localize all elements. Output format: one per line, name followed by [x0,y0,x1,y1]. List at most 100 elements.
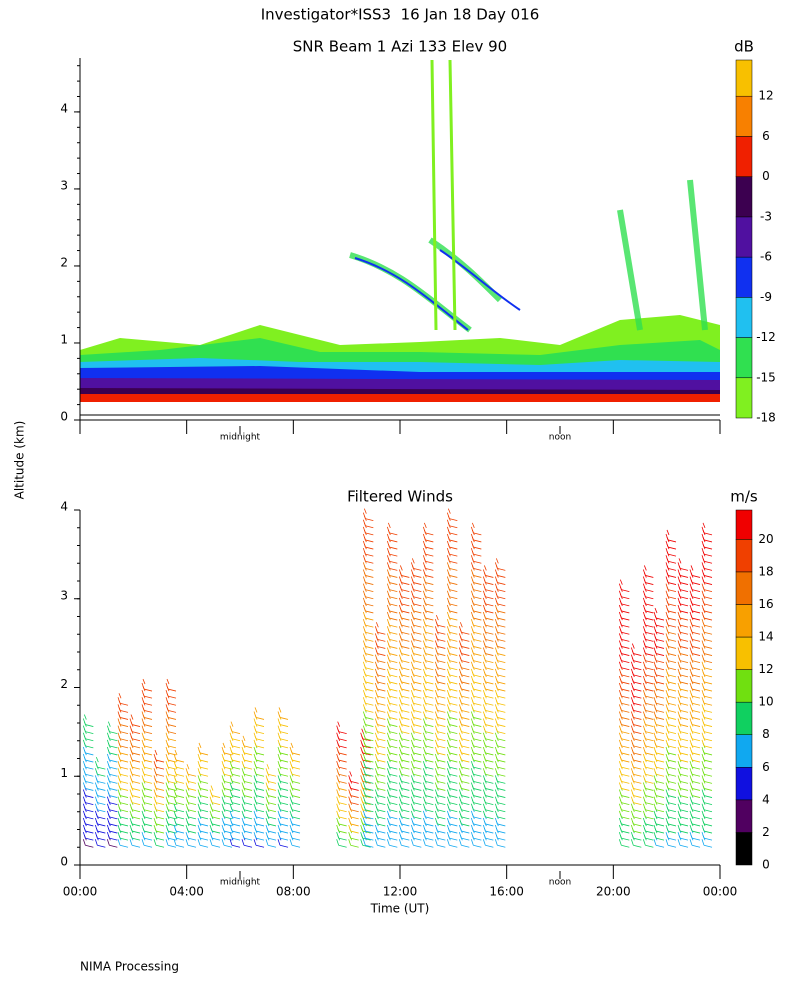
x-tick-label: 12:00 [383,885,418,899]
barb [446,508,458,522]
colorbar-label: m/s [730,488,758,506]
barb [165,678,177,692]
barb [482,565,494,578]
barb [173,749,185,763]
colorbar-tick-label: 16 [758,597,773,611]
y-tick-label: 3 [60,588,68,602]
barb [410,558,422,571]
y-tick-label: 1 [60,766,68,780]
wind-barbs [82,508,713,848]
barb [253,707,265,720]
x-tick-label: 16:00 [489,885,524,899]
colorbar-tick-label: -15 [756,370,776,384]
annotation: noon [549,433,571,443]
colorbar-segment [735,95,753,137]
barb [265,764,277,777]
x-tick-label: 08:00 [276,885,311,899]
colorbar-tick-label: 12 [758,662,773,676]
colorbar-segment [735,256,753,298]
colorbar-segment [735,337,753,379]
barb [94,757,106,770]
barb [458,622,470,635]
colorbar-tick-label: -6 [760,250,772,264]
barb [241,735,253,749]
y-tick-label: 4 [60,500,68,514]
barb [82,714,94,727]
y-tick-label: 2 [60,677,68,691]
colorbar-tick-label: -12 [756,330,776,344]
colorbar-tick-label: 14 [758,630,773,644]
barb [348,771,359,784]
barb [117,693,129,706]
colorbar-tick-label: 10 [758,695,773,709]
colorbar-tick-label: 18 [758,564,773,578]
colorbar-segment [735,767,753,801]
x-tick-label: 04:00 [169,885,204,899]
barb [221,742,233,756]
colorbar-tick-label: -18 [756,411,776,425]
barb [689,565,701,578]
colorbar-segment [735,832,753,866]
barb [336,721,347,735]
barb [494,558,506,571]
barb [618,579,630,593]
colorbar-label: dB [734,38,754,56]
barb [277,707,289,720]
barb [398,565,410,578]
colorbar-tick-label: 20 [758,532,773,546]
barb [374,622,386,635]
colorbar-tick-label: 8 [762,727,770,741]
barb [362,508,374,522]
colorbar-segment [735,377,753,419]
barb [197,742,209,756]
panel-title: Filtered Winds [347,488,453,506]
x-tick-label: 00:00 [63,885,98,899]
colorbar-segment [735,539,753,573]
colorbar-segment [735,734,753,768]
colorbar-segment [735,216,753,258]
x-tick-label: 00:00 [703,885,738,899]
colorbar-tick-label: 4 [762,792,770,806]
snr-field [80,59,720,402]
barb [470,522,482,536]
footer: NIMA Processing [80,960,179,974]
x-tick-label: 20:00 [596,885,631,899]
y-tick-label: 4 [60,101,68,115]
barb [701,522,713,536]
barb [630,643,642,656]
barb [209,785,221,798]
colorbar-tick-label: 0 [762,169,770,183]
colorbar-segment [735,799,753,833]
barb [153,749,165,763]
colorbar-tick-label: 6 [762,760,770,774]
y-tick-label: 1 [60,332,68,346]
barb [386,522,398,536]
colorbar-segment [735,669,753,703]
panel-title: SNR Beam 1 Azi 133 Elev 90 [293,38,507,56]
colorbar-tick-label: -3 [760,209,772,223]
annotation: midnight [220,433,261,443]
colorbar-segment [735,636,753,670]
barb [289,742,301,756]
barb [642,565,654,578]
barb [185,764,197,777]
colorbar-tick-label: -9 [760,290,772,304]
colorbar-segment [735,59,753,97]
y-tick-label: 0 [60,410,68,424]
colorbar-segment [735,701,753,735]
figure-title: Investigator*ISS3 16 Jan 18 Day 016 [261,6,540,24]
barb [129,714,141,727]
barb [434,615,446,628]
barb [106,721,118,735]
colorbar-tick-label: 2 [762,825,770,839]
colorbar-segment [735,297,753,338]
barb [653,607,665,621]
colorbar-tick-label: 12 [758,89,773,103]
annotation: noon [549,878,571,888]
barb [422,522,434,536]
barb [665,529,677,543]
colorbar-segment [735,509,753,540]
colorbar-segment [735,571,753,605]
colorbar-segment [735,176,753,218]
